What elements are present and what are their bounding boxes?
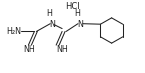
Text: HCl: HCl [65,2,79,11]
Text: N: N [49,20,55,29]
Text: H₂N: H₂N [6,27,21,36]
Text: NH: NH [23,45,35,54]
Text: H: H [74,9,80,18]
Text: N: N [77,20,83,29]
Text: H: H [46,9,52,18]
Text: NH: NH [56,45,68,54]
